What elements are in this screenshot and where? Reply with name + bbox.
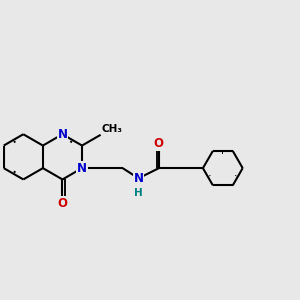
Text: N: N xyxy=(134,172,143,185)
Text: O: O xyxy=(58,197,68,210)
Text: CH₃: CH₃ xyxy=(101,124,122,134)
Text: H: H xyxy=(134,188,143,198)
Text: N: N xyxy=(58,128,68,141)
Text: O: O xyxy=(154,137,164,150)
Text: N: N xyxy=(77,162,87,175)
